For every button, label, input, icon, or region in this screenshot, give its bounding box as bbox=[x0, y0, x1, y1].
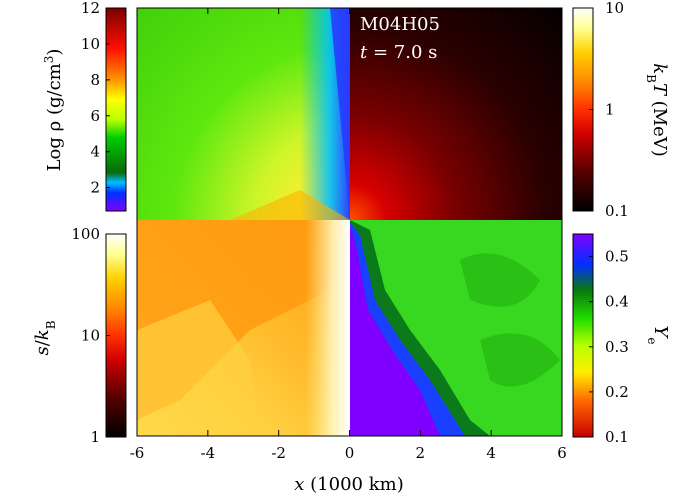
density-tick-label: 8 bbox=[90, 71, 100, 89]
x-tick-label: -2 bbox=[271, 444, 286, 462]
x-tick-label: 4 bbox=[486, 444, 496, 462]
x-tick-label: 2 bbox=[416, 444, 426, 462]
ye-colorbar-label: Ye bbox=[645, 326, 671, 345]
ye-tick-label: 0.2 bbox=[605, 383, 629, 401]
entropy-tick-label: 10 bbox=[81, 327, 100, 345]
x-axis-label: x (1000 km) bbox=[294, 474, 403, 495]
temperature-tick-label: 10 bbox=[605, 0, 624, 17]
temperature-quadrant bbox=[350, 8, 562, 220]
temperature-colorbar: 10 1 0.1 kBT (MeV) bbox=[572, 0, 670, 220]
density-quadrant bbox=[137, 8, 350, 220]
density-tick-label: 10 bbox=[81, 35, 100, 53]
model-annotation: M04H05 t = 7.0 s bbox=[360, 14, 440, 63]
x-tick-label: 0 bbox=[345, 444, 355, 462]
x-tick-label: 6 bbox=[557, 444, 567, 462]
x-tick-label: -4 bbox=[201, 444, 216, 462]
ye-colorbar: 0.5 0.4 0.3 0.2 0.1 Ye bbox=[572, 233, 671, 446]
entropy-tick-label: 100 bbox=[71, 225, 100, 243]
ye-tick-label: 0.4 bbox=[605, 293, 629, 311]
entropy-colorbar-label: s/kB bbox=[32, 320, 58, 355]
entropy-tick-label: 1 bbox=[90, 428, 100, 446]
x-axis: -6 -4 -2 0 2 4 6 bbox=[130, 8, 567, 462]
ye-tick-label: 0.5 bbox=[605, 248, 629, 266]
time-label: t = 7.0 s bbox=[360, 42, 437, 63]
density-tick-label: 2 bbox=[90, 179, 100, 197]
density-colorbar-label: Log ρ (g/cm3) bbox=[42, 49, 65, 172]
temperature-colorbar-label: kBT (MeV) bbox=[644, 63, 670, 157]
ye-tick-label: 0.1 bbox=[605, 428, 629, 446]
density-tick-label: 4 bbox=[90, 143, 100, 161]
density-colorbar: 2 4 6 8 10 12 Log ρ (g/cm3) bbox=[42, 0, 127, 212]
x-tick-label: -6 bbox=[130, 444, 145, 462]
model-label: M04H05 bbox=[360, 14, 440, 35]
temperature-tick-label: 1 bbox=[605, 101, 615, 119]
density-tick-label: 12 bbox=[81, 0, 100, 17]
entropy-colorbar: 100 10 1 s/kB bbox=[32, 225, 127, 446]
ye-tick-label: 0.3 bbox=[605, 338, 629, 356]
density-tick-label: 6 bbox=[90, 107, 100, 125]
entropy-quadrant bbox=[137, 220, 350, 436]
temperature-tick-label: 0.1 bbox=[605, 202, 629, 220]
main-panel bbox=[136, 7, 563, 437]
ye-quadrant bbox=[350, 220, 562, 436]
